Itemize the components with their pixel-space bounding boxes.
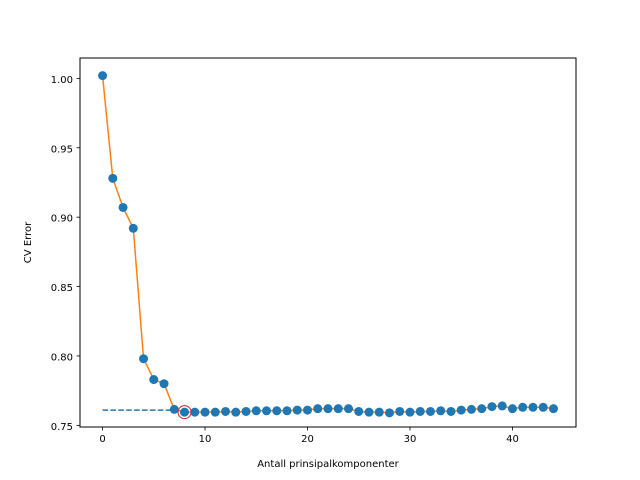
plot-content	[98, 71, 558, 420]
data-point	[231, 407, 241, 417]
data-point	[323, 404, 333, 414]
data-point	[251, 406, 261, 416]
data-point	[282, 406, 292, 416]
data-point	[169, 404, 179, 414]
data-point	[405, 407, 415, 417]
data-point	[487, 402, 497, 412]
data-point	[333, 404, 343, 414]
data-point	[518, 402, 528, 412]
data-point	[395, 406, 405, 416]
data-point	[98, 71, 108, 81]
data-point	[118, 202, 128, 212]
data-point	[374, 407, 384, 417]
data-point	[436, 406, 446, 416]
data-point	[538, 402, 548, 412]
data-point	[354, 406, 364, 416]
x-axis-label: Antall prinsipalkomponenter	[257, 459, 399, 470]
data-point	[528, 402, 538, 412]
data-point	[466, 404, 476, 414]
y-axis-label: CV Error	[23, 221, 34, 263]
y-tick-label: 0.80	[51, 352, 73, 363]
data-point	[384, 408, 394, 418]
data-point	[548, 404, 558, 414]
x-tick-label: 10	[199, 434, 212, 445]
x-tick-label: 20	[301, 434, 314, 445]
data-point	[149, 375, 159, 385]
y-tick-label: 1.00	[51, 75, 73, 86]
data-point	[497, 401, 507, 411]
data-point	[292, 405, 302, 415]
data-point	[425, 406, 435, 416]
x-tick-label: 40	[506, 434, 519, 445]
x-axis-ticks: 0 10 20 30 40	[99, 427, 519, 445]
x-tick-label: 30	[404, 434, 417, 445]
data-point	[456, 405, 466, 415]
data-point	[303, 405, 313, 415]
data-point	[241, 406, 251, 416]
data-point	[210, 407, 220, 417]
y-tick-label: 0.85	[51, 283, 73, 294]
data-point	[313, 404, 323, 414]
data-point	[128, 223, 138, 233]
data-point	[364, 407, 374, 417]
y-tick-label: 0.75	[51, 422, 73, 433]
data-point	[200, 407, 210, 417]
highlight-ring	[177, 405, 192, 420]
data-point	[139, 354, 149, 364]
data-point	[507, 404, 517, 414]
data-point	[262, 406, 272, 416]
plot-frame	[79, 57, 577, 428]
data-point	[343, 404, 353, 414]
x-tick-label: 0	[99, 434, 105, 445]
data-point	[159, 379, 169, 389]
y-axis-ticks: 0.75 0.80 0.85 0.90 0.95 1.00	[51, 75, 80, 433]
data-point	[221, 406, 231, 416]
data-point	[272, 406, 282, 416]
data-point	[190, 407, 200, 417]
y-tick-label: 0.95	[51, 144, 73, 155]
data-point	[415, 406, 425, 416]
data-point	[477, 404, 487, 414]
y-tick-label: 0.90	[51, 214, 73, 225]
data-point	[180, 407, 190, 417]
data-point	[446, 406, 456, 416]
data-point	[108, 173, 118, 183]
